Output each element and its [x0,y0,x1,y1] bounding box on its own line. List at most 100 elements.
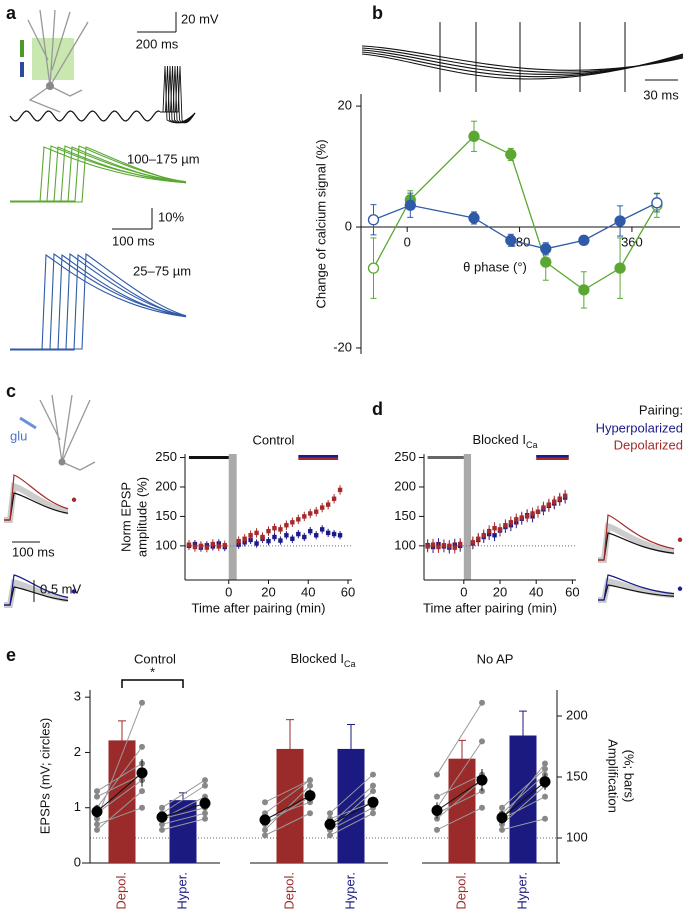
cell-pair [436,741,483,809]
y-axis-label: amplitude (%) [134,477,149,557]
data-point [505,234,517,246]
data-point [314,533,319,538]
title-subscript: Ca [526,440,538,450]
cell-point [139,788,145,795]
cell-point [202,815,208,822]
data-point [337,533,343,538]
bar [169,800,197,863]
title: Blocked ICa [473,432,538,450]
data-point [186,542,192,547]
cell-point [202,782,208,789]
cell-pair [96,774,143,798]
data-point [425,544,430,549]
cell-point [159,826,165,833]
scale-label: 200 ms [136,36,179,51]
trace [61,399,91,463]
data-point [314,509,319,514]
y-tick-label: 2 [74,744,81,759]
data-point [367,262,380,274]
y-tick-label: 0 [74,854,81,869]
y-axis-label: Change of calcium signal (%) [313,139,328,308]
cell-point [479,804,485,811]
trace [121,679,184,688]
data-point [302,534,307,540]
data-point [248,533,253,538]
y2-axis-label: Amplification [606,739,621,813]
y-axis-label: EPSPs (mV; circles) [37,718,52,835]
data-point [546,502,552,507]
data-point [290,536,295,541]
data-point [308,528,313,534]
trace [27,19,49,61]
data-point [337,487,343,493]
y-axis-label: Norm EPSP [118,482,133,552]
pre-period [427,456,464,459]
cell-point [499,804,505,811]
trace [10,146,187,203]
cell-point [370,788,376,795]
data-point [436,544,441,550]
trace [10,253,187,351]
x-tick-label: 20 [261,584,275,599]
legend-entry: Hyperpolarized [596,420,683,435]
y-tick-label: 250 [155,449,177,464]
title: Control [134,651,176,666]
x-tick-label: Hyper. [174,872,189,910]
trace [4,586,69,606]
cell-pair [436,790,483,814]
scale-label: 0.5 mV [40,581,82,596]
x-tick-label: 0 [460,584,467,599]
data-point [468,130,480,142]
trace [61,394,73,463]
data-point [266,528,271,534]
cell-pair [264,779,311,803]
data-point [272,525,277,531]
cell-pair [501,818,546,831]
mean-pair [436,779,483,811]
trace [10,146,187,203]
mean-pair [329,801,374,825]
pairing-window [463,454,472,580]
y-tick-label: 250 [394,449,416,464]
data-point [492,533,497,538]
data-point [552,499,557,504]
cell-point [94,826,100,833]
cell-pair [501,774,546,814]
y-tick-label: 200 [155,478,177,493]
cell-pair [96,790,143,831]
trace [49,21,89,87]
cell-point [542,766,548,773]
marker-dot [677,586,683,591]
y-tick-label: 1 [74,799,81,814]
data-point [514,517,519,522]
legend-title: Pairing: [639,402,683,417]
cell-pair [161,807,206,820]
cell-point [159,804,165,811]
data-point [468,212,480,224]
cell-point [159,821,165,828]
data-point [331,496,337,501]
data-point [319,527,325,532]
trace [598,514,675,561]
y-tick-label: -20 [333,339,352,354]
cell-pair [96,779,143,814]
y-tick-label: 20 [338,98,352,113]
data-point [614,215,626,227]
cell-point [262,832,268,839]
cell-pair [329,807,374,831]
title-text: Blocked I [473,432,526,447]
post-period [298,455,339,458]
data-point [441,543,447,548]
title: Control [253,432,295,447]
trace [4,578,69,608]
trace [4,492,69,521]
title: No AP [477,651,514,666]
data-point [476,536,481,541]
scale-label: 100 ms [12,544,55,559]
cell-point [499,826,505,833]
data-point [367,214,380,226]
trace [10,252,187,350]
data-point [557,496,562,501]
trace [10,146,187,203]
cell-point [139,804,145,811]
